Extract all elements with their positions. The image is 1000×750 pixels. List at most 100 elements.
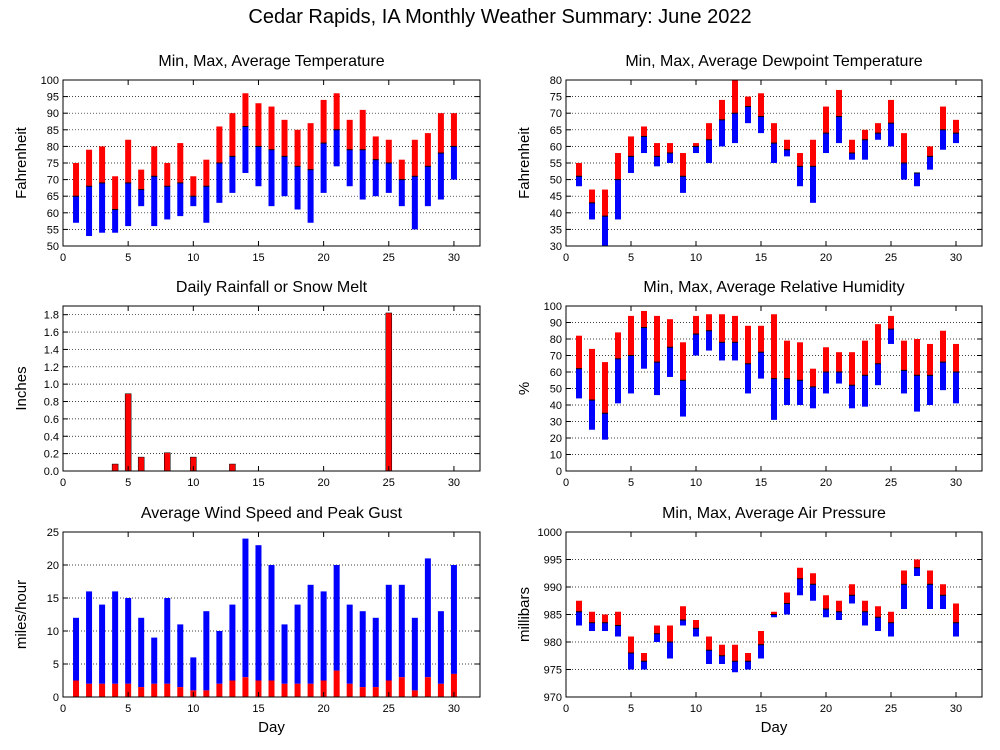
bar-lower-day-29 [940,362,946,391]
bar-lower-day-4 [615,179,621,220]
plot-frame [62,305,481,472]
bar-upper-day-26 [398,159,405,180]
bar-upper-day-6 [641,310,647,328]
bar-lower-day-10 [190,196,197,207]
bar-upper-day-19 [810,368,816,387]
x-tick-label: 0 [563,252,569,264]
gust-bar-day-5 [125,598,132,684]
y-tick-label: 25 [47,527,59,539]
bar-upper-day-24 [875,123,881,134]
wind-avg-bar-day-30 [450,673,457,697]
gust-bar-day-14 [242,538,249,678]
bar-upper-day-20 [320,99,327,144]
bar-lower-day-12 [719,342,725,361]
gust-bar-day-16 [268,565,275,681]
gust-bar-day-3 [99,604,106,684]
bar-upper-day-14 [242,93,249,127]
bar-lower-day-22 [849,153,855,160]
x-tick-label: 15 [252,477,264,489]
bar-lower-day-6 [641,327,647,369]
bar-lower-day-2 [589,622,595,631]
gust-bar-day-2 [86,591,93,684]
bar-lower-day-1 [576,176,582,187]
bar-upper-day-30 [953,343,959,372]
bar-upper-day-4 [615,611,621,626]
x-tick-label: 15 [755,477,767,489]
bar-lower-day-2 [589,400,595,430]
bar-upper-day-17 [784,340,790,379]
chart-dewpoint: 30 35 40 45 50 55 60 65 70 75 80 0 5 10 15 20 25 30 Min, M… [516,53,983,264]
bar-lower-day-16 [771,378,777,420]
bar-lower-day-15 [758,352,764,379]
bar-lower-day-9 [177,182,184,217]
y-tick-label: 65 [550,125,562,137]
chart-rainfall: 0.0 0.2 0.4 0.6 0.8 1.0 1.2 1.4 1.6 1.8 0 5 10 15 20 25… [13,279,481,489]
wind-avg-bar-day-4 [112,683,119,697]
bar-upper-day-18 [797,153,803,167]
bar-upper-day-7 [654,143,660,157]
bar-lower-day-11 [706,139,712,163]
y-tick-label: 0.0 [44,466,59,478]
bar-upper-day-22 [849,139,855,154]
bar-upper-day-17 [784,592,790,604]
bar-lower-day-13 [732,342,738,361]
bar-upper-day-10 [190,176,197,197]
x-tick-label: 10 [187,252,199,264]
y-tick-label: 80 [47,141,59,153]
x-tick-label: 15 [252,252,264,264]
bar-lower-day-1 [576,368,582,399]
bar-upper-day-1 [576,163,582,177]
y-tick-label: 70 [550,108,562,120]
x-tick-label: 25 [885,477,897,489]
x-tick-label: 0 [563,477,569,489]
bar-upper-day-14 [745,325,751,364]
bar-lower-day-4 [615,358,621,404]
bar-lower-day-3 [602,622,608,631]
y-tick-label: 55 [47,224,59,236]
bar-upper-day-8 [667,625,673,642]
gust-bar-day-15 [255,545,262,681]
bar-upper-day-3 [99,146,106,183]
bar-lower-day-27 [914,375,920,412]
bar-upper-day-13 [732,644,738,662]
y-axis-label: miles/hour [13,580,30,649]
bar-upper-day-10 [693,315,699,335]
y-tick-label: 985 [544,610,562,622]
x-tick-label: 20 [820,703,832,715]
bar-upper-day-11 [706,314,712,331]
bar-lower-day-24 [372,159,379,197]
bar-upper-day-18 [797,567,803,579]
x-axis-label: Day [258,719,285,736]
bar-lower-day-18 [797,578,803,596]
y-tick-label: 60 [47,208,59,220]
y-axis-label: Fahrenheit [13,126,30,199]
bar-upper-day-17 [281,119,288,157]
panel-title: Average Wind Speed and Peak Gust [141,505,403,522]
bar-lower-day-4 [615,625,621,637]
bar-upper-day-27 [914,559,920,568]
chart-wind: 0 5 10 15 20 25 0 5 10 15 20 25 30 Average Wind Speed… [13,505,481,736]
bar-lower-day-6 [641,661,647,670]
bar-lower-day-19 [810,386,816,409]
wind-avg-bar-day-21 [333,670,340,697]
y-tick-label: 80 [550,334,562,346]
gust-bar-day-23 [359,611,366,688]
bar-lower-day-13 [732,661,738,673]
bar-lower-day-12 [719,119,725,147]
bar-lower-day-11 [706,330,712,351]
chart-pressure: 970 975 980 985 990 995 1000 0 5 10 15 20 25 30 Min, M… [516,505,983,736]
x-tick-label: 10 [187,703,199,715]
bar-upper-day-27 [411,139,418,177]
x-tick-label: 20 [318,703,330,715]
bar-upper-day-20 [823,595,829,609]
wind-avg-bar-day-25 [385,680,392,697]
x-tick-label: 15 [252,703,264,715]
x-tick-label: 30 [950,252,962,264]
bar-upper-day-5 [628,636,634,653]
bar-lower-day-14 [745,661,751,670]
bar-lower-day-7 [654,633,660,642]
bar-lower-day-17 [784,149,790,157]
y-axis-label: Inches [13,366,30,410]
bar-upper-day-16 [268,106,275,150]
bar-lower-day-26 [901,370,907,394]
